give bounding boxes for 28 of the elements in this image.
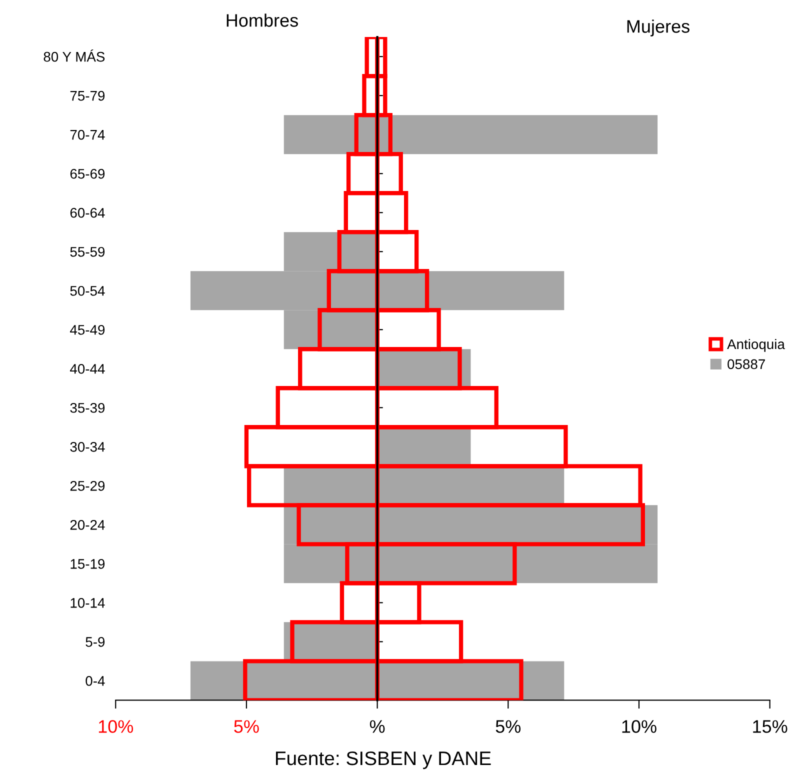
y-tick-label: 15-19 (70, 559, 105, 569)
y-tick-label: 70-74 (70, 130, 105, 140)
x-tick-label: 15% (753, 720, 788, 733)
y-tick-label: 25-29 (70, 480, 105, 491)
x-tick-label: 10% (98, 720, 134, 733)
y-tick-label: 30-34 (70, 442, 105, 452)
x-tick-label: % (370, 720, 385, 733)
y-tick-label: 0-4 (86, 676, 105, 686)
legend-label: 05887 (728, 359, 765, 370)
y-tick-label: 55-59 (70, 246, 105, 257)
text: Mujeres (627, 20, 690, 36)
x-tick-label: 5% (234, 720, 259, 733)
y-tick-label: 50-54 (70, 286, 105, 296)
y-tick-label: 40-44 (70, 364, 105, 374)
y-tick-label: 80 Y MÁS (44, 50, 105, 62)
text: Hombres (226, 14, 298, 27)
y-tick-label: 5-9 (86, 637, 105, 647)
y-tick-label: 60-64 (70, 208, 105, 218)
x-tick-label: 10% (622, 720, 656, 733)
y-tick-label: 35-39 (70, 402, 105, 413)
y-tick-label: 10-14 (70, 598, 105, 608)
y-tick-label: 45-49 (70, 324, 105, 335)
y-tick-label: 75-79 (70, 90, 105, 101)
legend-label: Antioquia (727, 338, 785, 352)
y-tick-label: 20-24 (70, 520, 105, 530)
source-note: Fuente: SISBEN y DANE (276, 751, 491, 770)
x-tick-label: 5% (496, 720, 521, 733)
y-tick-label: 65-69 (70, 168, 105, 179)
